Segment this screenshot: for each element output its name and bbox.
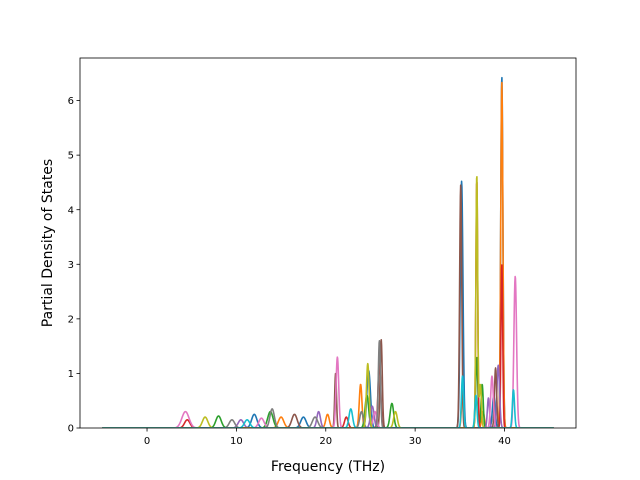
y-tick-label: 6 <box>68 96 74 107</box>
pdos-series-6 <box>101 275 555 428</box>
x-axis-label: Frequency (THz) <box>271 459 385 475</box>
y-axis-label: Partial Density of States <box>40 159 56 327</box>
x-tick-label: 40 <box>498 436 511 447</box>
x-tick-label: 0 <box>144 436 150 447</box>
pdos-series-9 <box>101 375 555 428</box>
axes-frame <box>79 57 577 429</box>
x-tick-label: 20 <box>319 436 332 447</box>
y-tick-label: 3 <box>68 260 74 271</box>
x-tick-label: 10 <box>230 436 243 447</box>
y-tick-label: 5 <box>68 151 74 162</box>
x-tick-label: 30 <box>409 436 422 447</box>
y-tick-label: 0 <box>68 424 74 435</box>
y-tick-label: 1 <box>68 369 74 380</box>
pdos-series-8 <box>101 176 555 428</box>
axes: 0 10 20 30 40 0 1 2 3 4 5 6 <box>68 57 577 447</box>
y-tick-label: 4 <box>68 205 74 216</box>
y-tick-label: 2 <box>68 314 74 325</box>
